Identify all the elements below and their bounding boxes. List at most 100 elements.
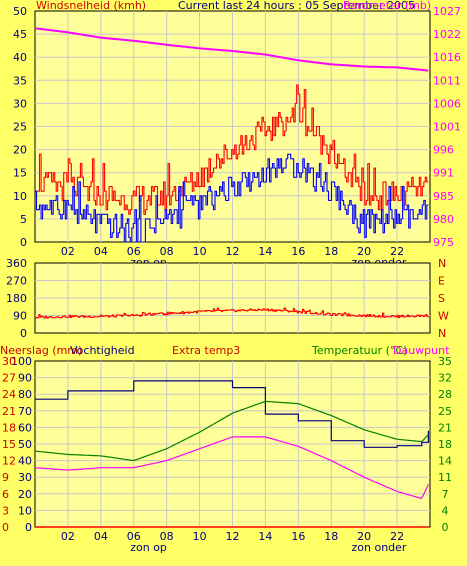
temperature-x-tick-label: 12 bbox=[226, 530, 240, 543]
compass-label: E bbox=[438, 275, 445, 288]
wind-y-tick-label: 0 bbox=[20, 236, 27, 249]
temperature-y-tick-label: 7 bbox=[442, 488, 449, 501]
wind-x-tick-label: 04 bbox=[94, 245, 108, 258]
temperature-x-tick-label: 14 bbox=[258, 530, 272, 543]
humidity-y-tick-label: 60 bbox=[18, 421, 32, 434]
humidity-y-tick-label: 50 bbox=[18, 438, 32, 451]
temperature-x-tick-label: 04 bbox=[94, 530, 108, 543]
humidity-y-tick-label: 80 bbox=[18, 388, 32, 401]
direction-y-tick-label: 0 bbox=[20, 327, 27, 340]
temperature-x-tick-label: 02 bbox=[61, 530, 75, 543]
wind-x-tick-label: 10 bbox=[193, 245, 207, 258]
humidity-line bbox=[35, 380, 429, 448]
barometer-y-tick-label: 1016 bbox=[433, 51, 461, 64]
wind-x-tick-label: 08 bbox=[160, 245, 174, 258]
dewpoint-line bbox=[34, 436, 429, 499]
barometer-y-tick-label: 1027 bbox=[433, 5, 461, 18]
wind-x-tick-label: 14 bbox=[258, 245, 272, 258]
temperature-x-tick-label: 20 bbox=[357, 530, 371, 543]
direction-y-tick-label: 360 bbox=[6, 257, 27, 270]
barometer-y-tick-label: 1011 bbox=[433, 74, 461, 87]
humidity-y-tick-label: 0 bbox=[25, 521, 32, 534]
dewpoint-axis-title: Dauwpunt bbox=[393, 344, 450, 357]
direction-y-tick-label: 270 bbox=[6, 275, 27, 288]
wind-y-tick-label: 45 bbox=[13, 28, 27, 41]
temperature-x-tick-label: 16 bbox=[291, 530, 305, 543]
rain-y-tick-label: 30 bbox=[2, 355, 16, 368]
humidity-y-tick-label: 70 bbox=[18, 405, 32, 418]
barometer-y-tick-label: 996 bbox=[433, 144, 454, 157]
wind-average-line bbox=[35, 153, 429, 243]
sunrise-label: zon op bbox=[130, 541, 167, 554]
extra-temp-label: Extra temp3 bbox=[172, 344, 240, 357]
barometer-line bbox=[34, 27, 429, 72]
rain-y-tick-label: 15 bbox=[2, 438, 16, 451]
chart-title: Current last 24 hours : 05 September 200… bbox=[178, 0, 415, 12]
temperature-x-tick-label: 08 bbox=[160, 530, 174, 543]
compass-label: W bbox=[438, 310, 449, 323]
barometer-y-tick-label: 980 bbox=[433, 213, 454, 226]
temperature-axis-title: Temperatuur (°C) bbox=[311, 344, 407, 357]
temperature-y-tick-label: 18 bbox=[438, 438, 452, 451]
barometer-y-tick-label: 1001 bbox=[433, 121, 461, 134]
rain-y-tick-label: 12 bbox=[2, 455, 16, 468]
rain-y-tick-label: 0 bbox=[2, 521, 9, 534]
temperature-line bbox=[34, 400, 429, 462]
temperature-y-tick-label: 32 bbox=[438, 372, 452, 385]
direction-y-tick-label: 90 bbox=[13, 310, 27, 323]
rain-y-tick-label: 18 bbox=[2, 421, 16, 434]
barometer-y-tick-label: 1022 bbox=[433, 28, 461, 41]
barometer-y-tick-label: 991 bbox=[433, 167, 454, 180]
temperature-y-tick-label: 0 bbox=[442, 521, 449, 534]
humidity-y-tick-label: 90 bbox=[18, 372, 32, 385]
rain-y-tick-label: 27 bbox=[2, 372, 16, 385]
rain-y-tick-label: 3 bbox=[2, 504, 9, 517]
rain-y-tick-label: 6 bbox=[2, 488, 9, 501]
wind-y-tick-label: 5 bbox=[20, 213, 27, 226]
barometer-y-tick-label: 975 bbox=[433, 236, 454, 249]
barometer-y-tick-label: 985 bbox=[433, 190, 454, 203]
wind-y-tick-label: 10 bbox=[13, 190, 27, 203]
barometer-axis-title: Barometer (mb) bbox=[343, 0, 431, 12]
temperature-y-tick-label: 11 bbox=[438, 471, 452, 484]
sunset-label: zon onder bbox=[352, 541, 407, 554]
wind-y-tick-label: 50 bbox=[13, 5, 27, 18]
humidity-y-tick-label: 100 bbox=[11, 355, 32, 368]
wind-x-tick-label: 06 bbox=[127, 245, 141, 258]
temperature-x-tick-label: 18 bbox=[324, 530, 338, 543]
direction-y-tick-label: 180 bbox=[6, 292, 27, 305]
wind-y-tick-label: 20 bbox=[13, 144, 27, 157]
wind-axis-title: Windsnelheid (kmh) bbox=[36, 0, 146, 12]
temperature-y-tick-label: 21 bbox=[438, 421, 452, 434]
wind-y-tick-label: 25 bbox=[13, 121, 27, 134]
wind-x-tick-label: 22 bbox=[390, 245, 404, 258]
rain-y-tick-label: 9 bbox=[2, 471, 9, 484]
compass-label: N bbox=[438, 257, 446, 270]
humidity-y-tick-label: 20 bbox=[18, 488, 32, 501]
humidity-y-tick-label: 10 bbox=[18, 504, 32, 517]
temperature-y-tick-label: 14 bbox=[438, 455, 452, 468]
wind-y-tick-label: 15 bbox=[13, 167, 27, 180]
wind-y-tick-label: 35 bbox=[13, 74, 27, 87]
temperature-y-tick-label: 35 bbox=[438, 355, 452, 368]
humidity-axis-title: Vochtigheid bbox=[70, 344, 135, 357]
temperature-y-tick-label: 4 bbox=[442, 504, 449, 517]
humidity-y-tick-label: 30 bbox=[18, 471, 32, 484]
wind-x-tick-label: 02 bbox=[61, 245, 75, 258]
rain-y-tick-label: 24 bbox=[2, 388, 16, 401]
wind-y-tick-label: 30 bbox=[13, 97, 27, 110]
wind-gust-line bbox=[35, 84, 429, 215]
temperature-x-tick-label: 06 bbox=[127, 530, 141, 543]
wind-x-tick-label: 16 bbox=[291, 245, 305, 258]
rain-axis-title: Neerslag (mm) bbox=[0, 344, 82, 357]
rain-y-tick-label: 21 bbox=[2, 405, 16, 418]
wind-x-tick-label: 12 bbox=[226, 245, 240, 258]
wind-direction-line bbox=[35, 307, 429, 319]
temperature-y-tick-label: 25 bbox=[438, 405, 452, 418]
wind-y-tick-label: 40 bbox=[13, 51, 27, 64]
temperature-x-tick-label: 22 bbox=[390, 530, 404, 543]
compass-label: N bbox=[438, 327, 446, 340]
temperature-y-tick-label: 28 bbox=[438, 388, 452, 401]
